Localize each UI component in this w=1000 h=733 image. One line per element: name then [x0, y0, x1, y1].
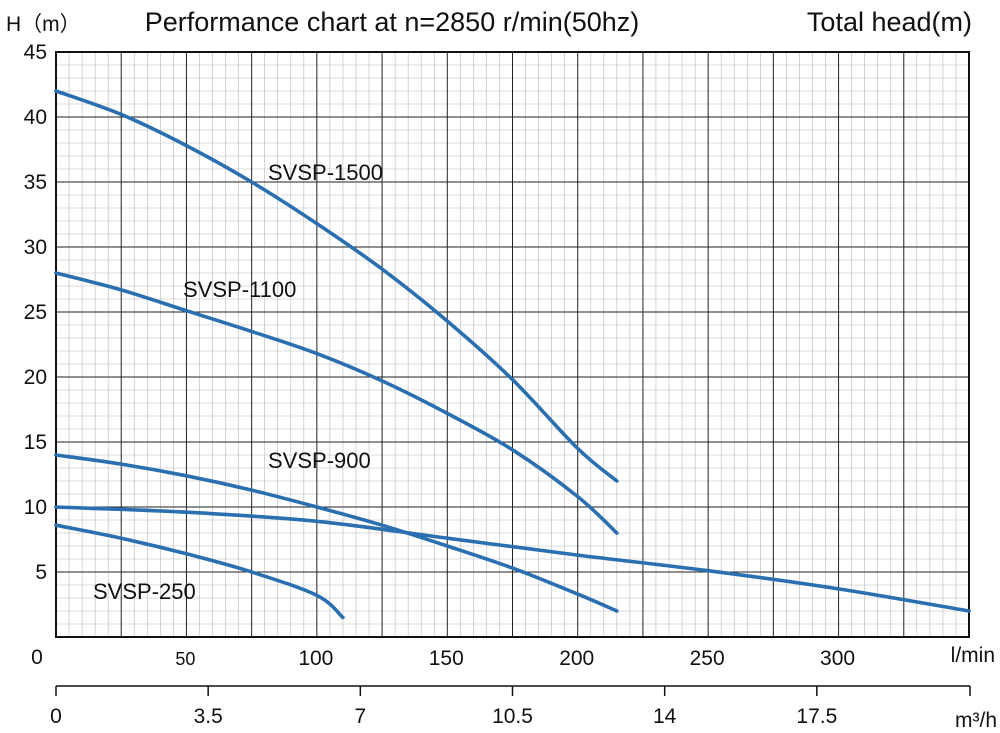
- x-tick-label: 250: [690, 647, 725, 670]
- y-axis-label-right: Total head(m): [807, 7, 972, 37]
- y-tick-label: 15: [24, 431, 47, 454]
- x2-axis-label: m³/h: [955, 709, 997, 732]
- series-layer: [54, 89, 971, 620]
- x-tick-labels: 50 100 150 200 250 300: [175, 647, 855, 670]
- y-tick-label: 30: [24, 236, 47, 259]
- y-tick-label: 20: [24, 366, 47, 389]
- curve-label: SVSP-250: [93, 579, 196, 604]
- y-tick-label: 25: [24, 301, 47, 324]
- series-line-svsp-900: [54, 453, 619, 613]
- x2-tick-label: 14: [653, 705, 677, 728]
- curve-labels: SVSP-1500 SVSP-1100 SVSP-900 SVSP-250: [93, 160, 383, 604]
- curve-label: SVSP-1500: [268, 160, 383, 185]
- y-tick-label: 10: [24, 496, 47, 519]
- grid-major: [55, 51, 970, 638]
- series-line-svsp-1500: [54, 89, 619, 483]
- y-tick-labels: 45 40 35 30 25 20 15 10 5: [24, 41, 47, 584]
- y-tick-label: 5: [35, 561, 47, 584]
- x-tick-label: 200: [559, 647, 594, 670]
- series-line-unnamed-4: [54, 505, 971, 613]
- plot-frame: [55, 51, 970, 638]
- y-tick-label: 45: [24, 41, 47, 64]
- curve-label: SVSP-1100: [183, 277, 296, 302]
- y-tick-label: 35: [24, 171, 47, 194]
- series-line-svsp-1100: [54, 271, 619, 535]
- x2-tick-label: 10.5: [492, 705, 533, 728]
- curve-label: SVSP-900: [268, 448, 371, 473]
- x-tick-label: 150: [429, 647, 464, 670]
- y-origin-label: 0: [31, 646, 43, 669]
- y-tick-label: 40: [24, 106, 47, 129]
- x2-axis: 0 3.5 7 10.5 14 17.5: [50, 685, 971, 728]
- x-tick-label: 50: [175, 649, 195, 669]
- x2-tick-label: 3.5: [194, 705, 223, 728]
- x-axis-label: l/min: [951, 644, 995, 667]
- x-tick-label: 100: [298, 647, 333, 670]
- x2-tick-label: 0: [50, 705, 62, 728]
- x2-tick-label: 7: [354, 705, 366, 728]
- y-axis-label: H（m）: [6, 13, 81, 36]
- chart-title: Performance chart at n=2850 r/min(50hz): [145, 7, 640, 37]
- series-line-svsp-250: [54, 523, 345, 620]
- x-tick-label: 300: [820, 647, 855, 670]
- x2-tick-label: 17.5: [796, 705, 837, 728]
